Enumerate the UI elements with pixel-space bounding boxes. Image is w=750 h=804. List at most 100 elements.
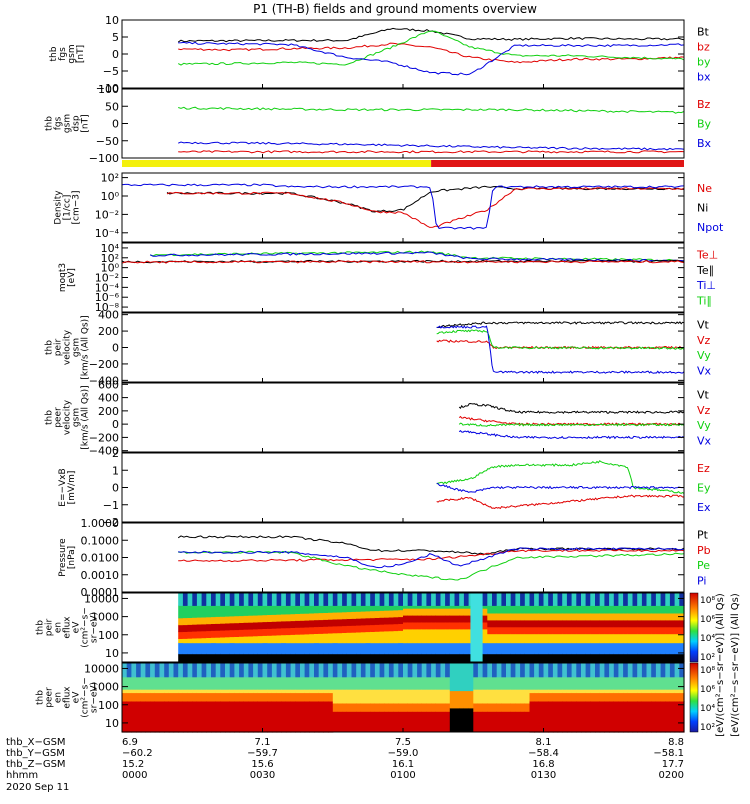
spectrogram-cell bbox=[360, 611, 367, 619]
spectrogram-cell bbox=[632, 653, 638, 663]
spectrogram-cell bbox=[384, 593, 390, 606]
status-bar-segment-2 bbox=[431, 160, 684, 167]
spectrogram-cell bbox=[206, 642, 212, 655]
spectrogram-cell bbox=[159, 676, 165, 690]
spectrogram-cell bbox=[388, 663, 395, 678]
spectrogram-cell bbox=[590, 626, 596, 635]
spectrogram-cell bbox=[337, 625, 343, 634]
spectrogram-cell bbox=[239, 636, 245, 644]
spectrogram-cell bbox=[552, 701, 559, 733]
legend-entry: Vt bbox=[697, 319, 710, 332]
spectrogram-cell bbox=[459, 593, 465, 606]
spectrogram-cell bbox=[365, 624, 371, 633]
spectrogram-cell bbox=[487, 605, 493, 614]
spectrogram-cell bbox=[388, 711, 395, 733]
spectrogram-cell bbox=[384, 642, 390, 655]
spectrogram-cell bbox=[417, 605, 423, 609]
spectrogram-cell bbox=[285, 642, 292, 655]
spectrogram-cell bbox=[665, 619, 671, 628]
series-line-Ti⊥ bbox=[149, 251, 685, 262]
spectrogram-cell bbox=[267, 676, 273, 690]
spectrogram-cell bbox=[253, 593, 259, 606]
spectrogram-cell bbox=[356, 618, 362, 626]
spectrogram-cell bbox=[318, 626, 324, 634]
spectrogram-cell bbox=[271, 621, 278, 629]
spectrogram-cell bbox=[398, 676, 404, 690]
spectrogram-cell bbox=[468, 690, 474, 709]
spectrogram-cell bbox=[492, 642, 498, 655]
spectrogram-cell bbox=[496, 619, 502, 628]
spectrogram-cell bbox=[318, 593, 324, 606]
spectrogram-cell bbox=[398, 711, 404, 733]
spectrogram-cell bbox=[248, 689, 254, 694]
spectrogram-cell bbox=[398, 689, 404, 704]
spectrogram-cell bbox=[674, 676, 680, 690]
spectrogram-cell bbox=[201, 605, 207, 618]
spectrogram-cell bbox=[665, 593, 671, 606]
spectrogram-cell bbox=[215, 689, 221, 694]
spectrogram-cell bbox=[356, 593, 362, 606]
y-axis-label-line: eV bbox=[72, 621, 82, 634]
spectrogram-cell bbox=[449, 663, 456, 692]
spectrogram-cell bbox=[595, 605, 601, 614]
spectrogram-cell bbox=[407, 593, 413, 606]
spectrogram-cell bbox=[271, 663, 278, 678]
spectrogram-cell bbox=[618, 689, 624, 694]
spectrogram-cell bbox=[276, 593, 282, 606]
y-axis-label-line: [km/s (All Qs)] bbox=[81, 385, 91, 449]
spectrogram-cell bbox=[234, 605, 240, 617]
spectrogram-cell bbox=[131, 692, 137, 702]
spectrogram-cell bbox=[449, 628, 456, 644]
spectrogram-cell bbox=[609, 701, 615, 733]
spectrogram-cell bbox=[604, 605, 610, 614]
spectrogram-cell bbox=[262, 614, 268, 623]
spectrogram-cell bbox=[506, 613, 512, 621]
spectrogram-cell bbox=[211, 616, 217, 624]
spectrogram-cell bbox=[604, 626, 610, 635]
y-axis-label-line: [nT] bbox=[76, 45, 86, 63]
spectrogram-cell bbox=[538, 642, 545, 655]
spectrogram-cell bbox=[501, 653, 507, 663]
spectrogram-cell bbox=[506, 663, 512, 678]
spectrogram-cell bbox=[590, 676, 596, 690]
spectrogram-cell bbox=[463, 628, 470, 644]
spectrogram-cell bbox=[182, 689, 189, 694]
spectrogram-cell bbox=[323, 626, 329, 634]
spectrogram-cell bbox=[651, 605, 657, 614]
spectrogram-cell bbox=[473, 676, 479, 690]
spectrogram-cell bbox=[543, 605, 549, 614]
y-tick-label: 10⁰ bbox=[101, 262, 120, 275]
spectrogram-cell bbox=[623, 663, 629, 678]
spectrogram-cell bbox=[159, 701, 165, 733]
spectrogram-cell bbox=[487, 703, 493, 712]
spectrogram-cell bbox=[196, 631, 203, 639]
spectrogram-cell bbox=[646, 676, 652, 690]
spectrogram-cell bbox=[196, 637, 203, 644]
spectrogram-cell bbox=[304, 627, 310, 635]
spectrogram-cell bbox=[431, 622, 437, 630]
legend-entry: Ne bbox=[697, 182, 712, 195]
spectrogram-cell bbox=[454, 608, 460, 616]
spectrogram-cell bbox=[182, 692, 189, 702]
spectrogram-cell bbox=[281, 642, 287, 655]
spectrogram-cell bbox=[178, 605, 184, 619]
spectrogram-cell bbox=[585, 663, 591, 678]
spectrogram-cell bbox=[445, 608, 451, 616]
spectrogram-cell bbox=[295, 627, 301, 635]
spectrogram-cell bbox=[576, 605, 582, 614]
spectrogram-cell bbox=[571, 663, 577, 678]
spectrogram-cell bbox=[220, 701, 226, 733]
spectrogram-cell bbox=[660, 626, 666, 635]
colorbar-label: [eV/(cm²−s−sr−eV)] (All Qs) bbox=[730, 593, 741, 737]
spectrogram-cell bbox=[426, 711, 432, 733]
spectrogram-cell bbox=[360, 653, 367, 663]
spectrogram-cell bbox=[470, 593, 475, 662]
spectrogram-cell bbox=[407, 642, 413, 655]
legend-entry: Ex bbox=[697, 501, 711, 514]
spectrogram-cell bbox=[426, 628, 432, 644]
spectrogram-cell bbox=[655, 605, 662, 614]
spectrogram-cell bbox=[342, 689, 348, 704]
spectrogram-cell bbox=[477, 689, 484, 704]
